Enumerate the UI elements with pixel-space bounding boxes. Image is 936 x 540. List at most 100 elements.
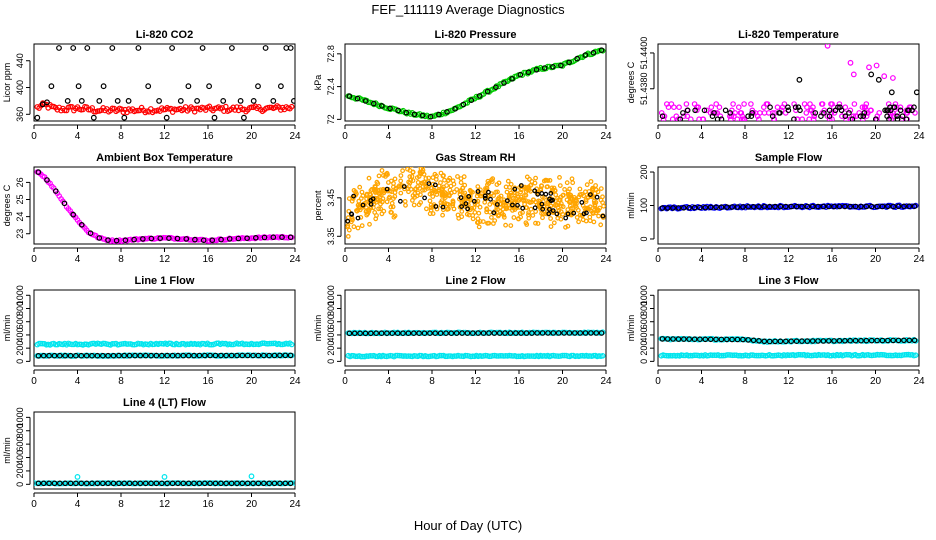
data-point xyxy=(663,101,670,107)
data-point xyxy=(410,193,416,199)
data-point xyxy=(558,203,564,209)
data-point xyxy=(255,352,262,359)
data-point xyxy=(454,187,460,192)
data-point xyxy=(439,186,445,192)
data-point xyxy=(718,352,725,359)
data-point xyxy=(457,353,463,359)
data-point xyxy=(528,206,534,212)
data-point xyxy=(748,113,755,120)
data-point xyxy=(163,114,170,121)
data-point xyxy=(506,192,512,198)
y-tick-label: 800 xyxy=(15,301,25,316)
data-point xyxy=(574,201,579,207)
data-point xyxy=(416,202,422,208)
data-point xyxy=(583,189,588,195)
data-point xyxy=(810,116,817,121)
data-point xyxy=(396,330,403,337)
data-point xyxy=(468,97,475,104)
data-point xyxy=(255,83,261,90)
data-point xyxy=(777,338,784,345)
data-point xyxy=(372,209,378,215)
data-point xyxy=(423,183,429,189)
data-point xyxy=(351,193,357,199)
data-point xyxy=(857,113,864,120)
y-axis-label: percent xyxy=(313,190,323,221)
data-point xyxy=(874,203,880,210)
data-point xyxy=(177,97,184,104)
data-point xyxy=(426,181,432,187)
data-point xyxy=(595,189,601,195)
data-point xyxy=(84,45,91,51)
data-point xyxy=(750,337,757,344)
data-point xyxy=(526,210,531,216)
data-point xyxy=(218,480,224,487)
data-point xyxy=(476,93,483,99)
data-point xyxy=(556,200,561,206)
data-point xyxy=(553,192,559,198)
y-tick-label: 1000 xyxy=(639,285,649,305)
y-tick-label: 1000 xyxy=(15,407,25,427)
data-point xyxy=(557,183,563,189)
data-point xyxy=(788,203,795,210)
data-point xyxy=(366,175,372,181)
data-point xyxy=(113,237,120,244)
x-tick-label: 16 xyxy=(513,376,525,387)
data-point xyxy=(212,480,219,487)
data-point xyxy=(401,184,407,190)
data-point xyxy=(122,237,129,244)
data-point xyxy=(398,190,404,196)
data-point xyxy=(723,336,730,343)
data-point xyxy=(110,352,117,359)
data-point xyxy=(266,104,273,111)
data-point xyxy=(70,211,77,218)
data-point xyxy=(885,101,892,107)
data-point xyxy=(121,352,128,359)
data-point xyxy=(511,215,517,220)
data-point xyxy=(96,97,103,104)
data-point xyxy=(148,480,154,487)
data-point xyxy=(121,114,128,121)
y-tick-label: 0 xyxy=(15,359,25,364)
data-point xyxy=(362,98,369,104)
data-point xyxy=(437,330,444,337)
panel-title: Li-820 CO2 xyxy=(136,29,193,41)
data-point xyxy=(459,204,465,210)
data-point xyxy=(863,203,870,210)
data-point xyxy=(547,196,552,202)
data-point xyxy=(875,76,882,83)
data-point xyxy=(494,202,500,207)
data-point xyxy=(757,110,763,116)
data-point xyxy=(509,76,515,82)
data-point xyxy=(475,189,481,194)
data-point xyxy=(52,341,59,348)
data-point xyxy=(453,330,460,336)
data-point xyxy=(471,205,477,211)
x-tick-label: 4 xyxy=(386,376,392,387)
data-point xyxy=(881,73,888,80)
data-point xyxy=(457,189,463,195)
data-point xyxy=(358,214,364,220)
data-point xyxy=(376,173,382,179)
y-tick-label: 400 xyxy=(326,327,336,342)
y-tick-label: 51.4400 xyxy=(639,37,649,70)
data-point xyxy=(512,186,518,192)
data-point xyxy=(534,330,541,336)
data-point xyxy=(438,180,443,186)
data-point xyxy=(360,202,366,208)
data-point xyxy=(461,192,467,198)
panel-title: Ambient Box Temperature xyxy=(96,152,233,164)
x-tick-label: 8 xyxy=(429,376,435,387)
data-point xyxy=(194,97,201,104)
data-point xyxy=(410,197,415,203)
data-point xyxy=(901,337,907,344)
data-point xyxy=(803,110,810,116)
data-point xyxy=(906,107,912,114)
y-tick-label: 400 xyxy=(15,450,25,465)
data-point xyxy=(83,480,90,487)
data-point xyxy=(38,352,44,359)
y-tick-label: 800 xyxy=(15,423,25,438)
data-point xyxy=(480,330,487,336)
data-point xyxy=(405,330,412,337)
data-point xyxy=(271,352,278,359)
x-tick-label: 12 xyxy=(783,254,795,265)
